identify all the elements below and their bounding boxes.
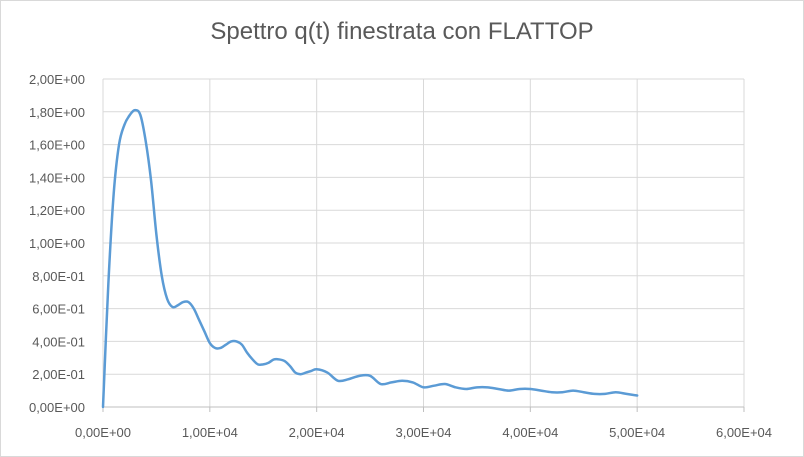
y-tick-label: 2,00E-01 <box>32 367 85 382</box>
x-tick-label: 0,00E+00 <box>75 425 131 440</box>
y-tick-label: 1,40E+00 <box>29 170 85 185</box>
x-tick-label: 1,00E+04 <box>182 425 238 440</box>
y-tick-label: 6,00E-01 <box>32 302 85 317</box>
x-tick-label: 3,00E+04 <box>395 425 451 440</box>
x-tick-label: 6,00E+04 <box>716 425 772 440</box>
y-tick-label: 1,80E+00 <box>29 105 85 120</box>
y-tick-label: 0,00E+00 <box>29 400 85 415</box>
series-line <box>101 108 639 409</box>
x-tick-label: 4,00E+04 <box>502 425 558 440</box>
chart-title: Spettro q(t) finestrata con FLATTOP <box>210 18 594 45</box>
y-tick-label: 8,00E-01 <box>32 269 85 284</box>
x-tick-label: 5,00E+04 <box>609 425 665 440</box>
y-tick-label: 1,00E+00 <box>29 236 85 251</box>
y-tick-label: 4,00E-01 <box>32 334 85 349</box>
y-tick-label: 1,20E+00 <box>29 203 85 218</box>
y-tick-label: 2,00E+00 <box>29 72 85 87</box>
y-tick-label: 1,60E+00 <box>29 138 85 153</box>
x-tick-label: 2,00E+04 <box>289 425 345 440</box>
